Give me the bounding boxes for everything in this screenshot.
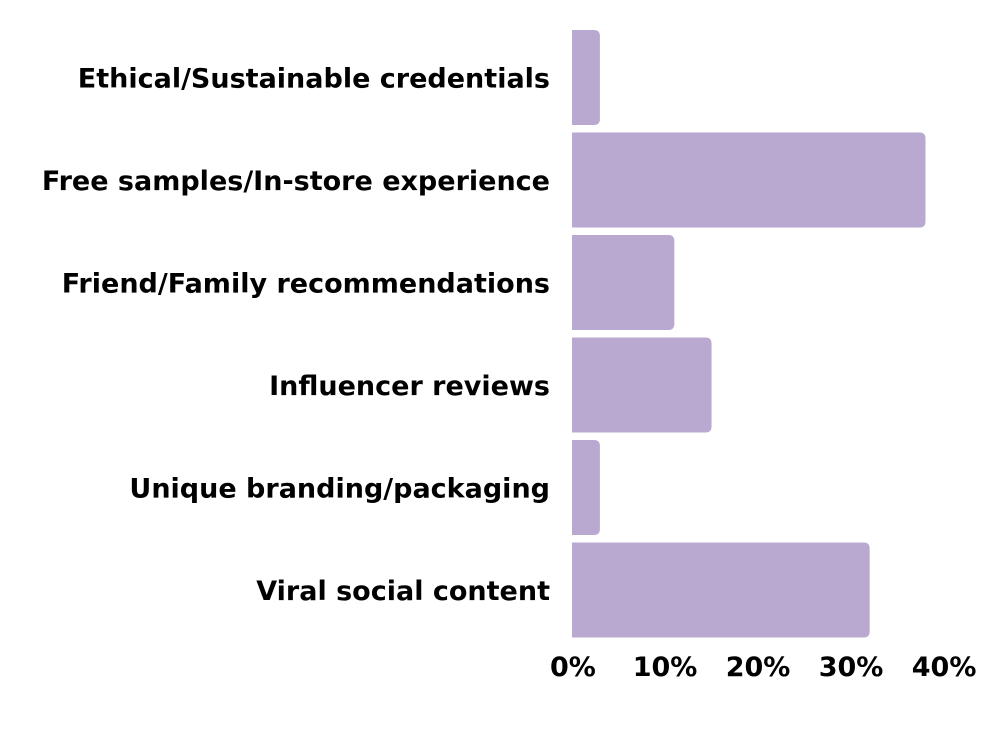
category-label: Influencer reviews [269, 371, 550, 402]
bars-group [572, 30, 926, 638]
category-label: Free samples/In-store experience [42, 166, 550, 197]
x-tick-label: 30% [819, 652, 884, 683]
x-tick-label: 10% [633, 652, 698, 683]
x-tick-label: 20% [726, 652, 791, 683]
category-label: Ethical/Sustainable credentials [78, 64, 550, 95]
bar-free-samples-in-store-experience [572, 132, 926, 228]
category-labels: Ethical/Sustainable credentials Free samp… [42, 64, 550, 608]
bar-ethical-sustainable-credentials [572, 30, 600, 125]
x-tick-label: 0% [550, 652, 596, 683]
category-label: Viral social content [256, 576, 550, 607]
bar-unique-branding-packaging [572, 440, 600, 535]
bar-viral-social-content [572, 542, 870, 638]
category-label: Friend/Family recommendations [62, 269, 550, 300]
bar-influencer-reviews [572, 337, 712, 433]
x-tick-label: 40% [912, 652, 977, 683]
x-axis-ticks: 0% 10% 20% 30% 40% [550, 652, 976, 683]
category-label: Unique branding/packaging [129, 474, 550, 505]
bar-friend-family-recommendations [572, 235, 675, 330]
